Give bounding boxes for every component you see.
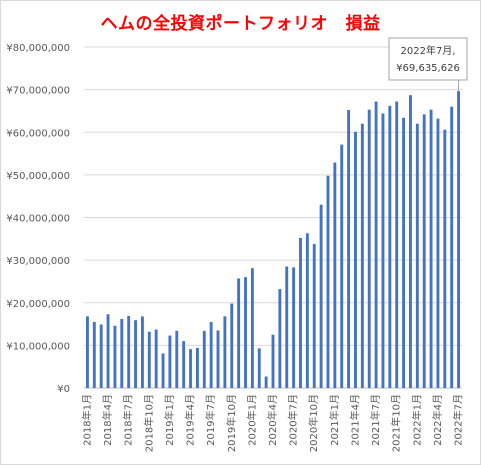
bar (381, 113, 385, 389)
bar (244, 277, 247, 388)
bar (409, 95, 412, 388)
bar (189, 349, 192, 388)
bar (299, 237, 302, 388)
y-tick-label: ¥80,000,000 (6, 43, 70, 54)
x-tick-label: 2022年7月 (452, 394, 465, 446)
y-tick-label: ¥20,000,000 (6, 299, 70, 310)
bar (374, 101, 378, 388)
y-tick-label: ¥50,000,000 (6, 171, 70, 182)
annotation-line1: 2022年7月, (401, 44, 456, 57)
bar (106, 314, 110, 388)
x-tick-label: 2021年1月 (328, 394, 341, 446)
x-tick-label: 2021年7月 (369, 394, 382, 446)
x-tick-label: 2022年4月 (431, 394, 444, 446)
x-tick-label: 2021年10月 (390, 394, 403, 452)
bar (360, 123, 364, 388)
x-tick-label: 2019年7月 (204, 394, 217, 446)
bar (223, 316, 227, 388)
bar (230, 303, 234, 388)
bar (134, 320, 137, 388)
y-tick-label: ¥70,000,000 (6, 86, 70, 97)
bar (354, 131, 357, 389)
y-tick-label: ¥0 (57, 384, 70, 395)
x-tick-label: 2020年4月 (266, 394, 279, 446)
y-tick-label: ¥60,000,000 (6, 128, 70, 139)
bar (388, 105, 392, 388)
bar (333, 162, 337, 388)
bar (257, 348, 261, 388)
bar (154, 329, 158, 388)
bar (92, 321, 96, 388)
y-tick-label: ¥40,000,000 (6, 214, 70, 225)
x-tick-label: 2020年10月 (307, 394, 320, 452)
bar (319, 204, 323, 388)
x-tick-label: 2019年10月 (225, 394, 238, 452)
bar (127, 315, 131, 388)
x-tick-label: 2018年4月 (101, 394, 114, 446)
x-tick-label: 2018年10月 (142, 394, 155, 452)
bar (340, 144, 344, 388)
x-tick-label: 2019年4月 (184, 394, 197, 446)
bar (312, 243, 316, 388)
bar (395, 101, 399, 388)
bar (305, 233, 309, 388)
bar (209, 321, 213, 388)
x-tick-label: 2018年7月 (122, 394, 135, 446)
chart-title: ヘムの全投資ポートフォリオ 損益 (100, 14, 381, 34)
bar (436, 118, 440, 389)
x-tick-label: 2022年1月 (410, 394, 423, 446)
bar (457, 91, 461, 388)
annotation-line2: ¥69,635,626 (396, 63, 460, 74)
bar (347, 110, 351, 389)
bar (237, 278, 241, 388)
x-tick-label: 2019年1月 (163, 394, 176, 446)
x-tick-label: 2020年1月 (245, 394, 258, 446)
bar (182, 341, 186, 388)
bar (326, 175, 330, 388)
bar (429, 109, 433, 388)
bar (120, 318, 124, 388)
bar (264, 376, 268, 388)
bar (175, 330, 179, 388)
bar (168, 335, 172, 388)
bar (147, 331, 151, 388)
y-tick-label: ¥10,000,000 (6, 341, 70, 352)
x-tick-label: 2020年7月 (287, 394, 300, 446)
bar (195, 347, 199, 388)
bar (140, 316, 144, 388)
bar (292, 267, 296, 388)
bar (285, 266, 289, 388)
bar (113, 325, 117, 388)
bar (250, 268, 254, 388)
bar (367, 109, 371, 388)
bar (402, 117, 406, 388)
bar (271, 334, 275, 388)
bar (443, 129, 447, 388)
bar (202, 330, 206, 388)
bar (161, 353, 165, 388)
bar (422, 114, 426, 388)
bar (278, 289, 282, 388)
bar (450, 106, 454, 389)
bar (99, 324, 103, 388)
bar (216, 330, 220, 388)
y-tick-label: ¥30,000,000 (6, 256, 70, 267)
bar (415, 123, 419, 388)
x-tick-label: 2021年4月 (348, 394, 361, 446)
bar (85, 316, 89, 388)
annotation-box (388, 37, 468, 81)
x-tick-label: 2018年1月 (80, 394, 93, 446)
